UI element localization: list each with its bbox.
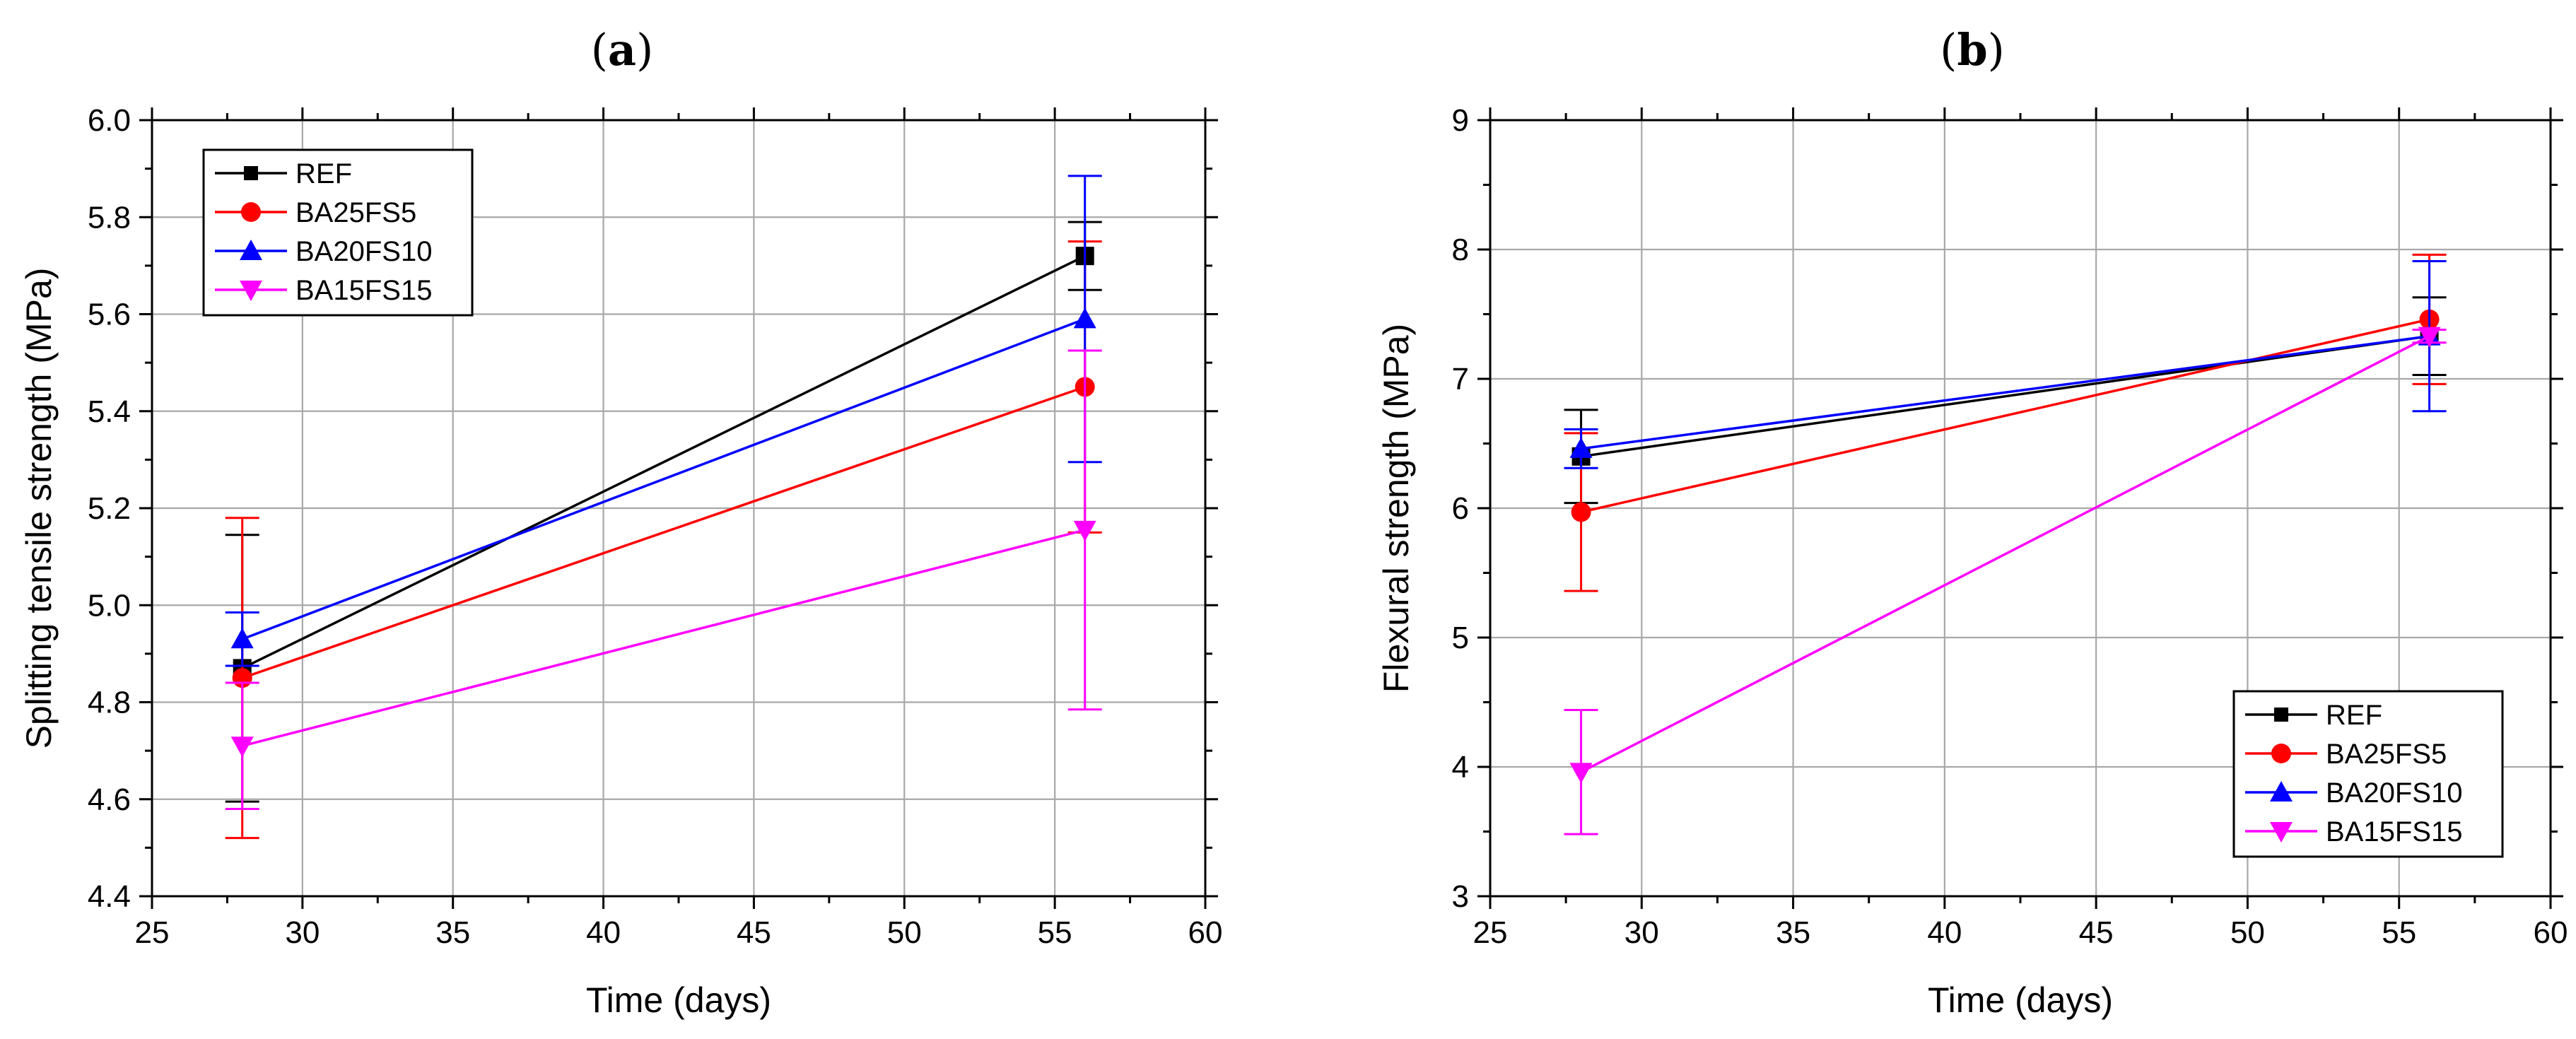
- legend-marker: [2271, 744, 2291, 763]
- legend-marker: [240, 240, 262, 260]
- data-point: [230, 628, 254, 649]
- legend-item-ba20fs10: BA20FS10: [2245, 777, 2462, 809]
- series-ba15fs15: [1564, 327, 2447, 835]
- legend-marker: [244, 166, 258, 180]
- y-tick-label: 4.6: [88, 782, 131, 817]
- x-tick-label: 60: [1188, 915, 1223, 950]
- legend-item-ba25fs5: BA25FS5: [2245, 739, 2447, 770]
- legend-label: BA20FS10: [295, 236, 432, 267]
- y-tick-label: 5: [1452, 621, 1469, 655]
- y-tick-label: 5.2: [88, 491, 131, 526]
- panel-a-chart: (a) 25 30 35 40 45 50 55 60 4.4 4.6 4.8 5.0 5.2 5.4 5.6…: [19, 24, 1222, 1020]
- data-point: [1571, 502, 1591, 522]
- y-tick-label: 6: [1452, 491, 1469, 526]
- legend-item-ref: REF: [215, 158, 352, 189]
- data-point: [1073, 307, 1096, 329]
- legend-label: BA25FS5: [2326, 739, 2447, 770]
- legend-marker: [240, 281, 262, 301]
- legend-marker: [241, 202, 261, 222]
- legend-marker: [2270, 822, 2293, 843]
- data-point: [1569, 763, 1593, 784]
- x-tick-label: 35: [435, 915, 470, 950]
- y-tick-label: 7: [1452, 362, 1469, 397]
- legend-marker: [2274, 708, 2288, 722]
- series-line: [1581, 334, 2430, 450]
- legend-item-ba20fs10: BA20FS10: [215, 236, 432, 267]
- legend: REF BA25FS5 BA20FS10 BA15FS15: [202, 148, 474, 317]
- panel-title: (a): [591, 24, 654, 76]
- y-tick-label: 4.8: [88, 686, 131, 720]
- x-tick-label: 25: [1473, 915, 1508, 950]
- legend-label: REF: [2326, 700, 2382, 731]
- series-line: [242, 385, 1086, 679]
- legend-label: BA15FS15: [295, 275, 432, 306]
- series-ref: [1564, 296, 2447, 505]
- plot-frame: [151, 119, 1207, 898]
- series-line: [1581, 334, 2430, 458]
- y-tick-label: 5.6: [88, 298, 131, 332]
- y-tick-label: 9: [1452, 103, 1469, 138]
- series-line: [1581, 318, 2430, 514]
- series-line: [242, 529, 1086, 747]
- legend-item-ba25fs5: BA25FS5: [215, 197, 416, 228]
- panel-title: (b): [1940, 24, 2005, 76]
- series-ba15fs15: [225, 349, 1102, 810]
- x-axis-title: Time (days): [1928, 980, 2113, 1020]
- data-point: [230, 736, 254, 758]
- x-tick-label: 60: [2534, 915, 2568, 950]
- x-tick-label: 55: [1038, 915, 1072, 950]
- series-ba25fs5: [1564, 253, 2447, 592]
- legend-item-ba15fs15: BA15FS15: [2245, 816, 2462, 847]
- x-tick-label: 45: [2079, 915, 2114, 950]
- data-point: [1569, 437, 1593, 458]
- y-tick-label: 4: [1452, 750, 1469, 785]
- plot-frame: [1489, 119, 2552, 898]
- series-line: [1580, 335, 2430, 773]
- data-point: [2418, 327, 2441, 348]
- series-line: [242, 317, 1086, 640]
- x-tick-label: 30: [1624, 915, 1659, 950]
- series-ba20fs10: [1564, 259, 2447, 469]
- y-tick-label: 6.0: [88, 103, 131, 138]
- y-tick-label: 3: [1452, 879, 1469, 914]
- y-tick-label: 5.0: [88, 588, 131, 623]
- y-tick-label: 8: [1452, 233, 1469, 267]
- data-point: [1073, 520, 1096, 541]
- x-tick-label: 30: [285, 915, 320, 950]
- x-tick-label: 50: [2230, 915, 2265, 950]
- legend: REF BA25FS5 BA20FS10 BA15FS15: [2232, 690, 2504, 858]
- legend-label: REF: [295, 158, 352, 189]
- x-axis-title: Time (days): [586, 980, 771, 1020]
- y-tick-label: 4.4: [88, 879, 131, 914]
- series-line: [241, 254, 1086, 670]
- x-tick-label: 35: [1776, 915, 1810, 950]
- y-axis-title: Flexural strength (MPa): [1376, 324, 1416, 693]
- y-axis-title: Splitting tensile strength (MPa): [19, 268, 59, 749]
- y-tick-label: 5.4: [88, 394, 131, 429]
- legend-marker: [2270, 781, 2293, 802]
- x-tick-label: 55: [2382, 915, 2416, 950]
- x-tick-label: 45: [737, 915, 771, 950]
- x-tick-label: 25: [135, 915, 170, 950]
- y-tick-label: 5.8: [88, 200, 131, 235]
- legend-item-ba15fs15: BA15FS15: [215, 275, 432, 306]
- legend-label: BA25FS5: [295, 197, 416, 228]
- legend-item-ref: REF: [2245, 700, 2382, 731]
- legend-label: BA20FS10: [2326, 777, 2462, 809]
- x-tick-label: 40: [1927, 915, 1962, 950]
- x-tick-label: 40: [586, 915, 621, 950]
- x-tick-label: 50: [887, 915, 922, 950]
- legend-label: BA15FS15: [2326, 816, 2462, 847]
- series-ba25fs5: [225, 240, 1102, 840]
